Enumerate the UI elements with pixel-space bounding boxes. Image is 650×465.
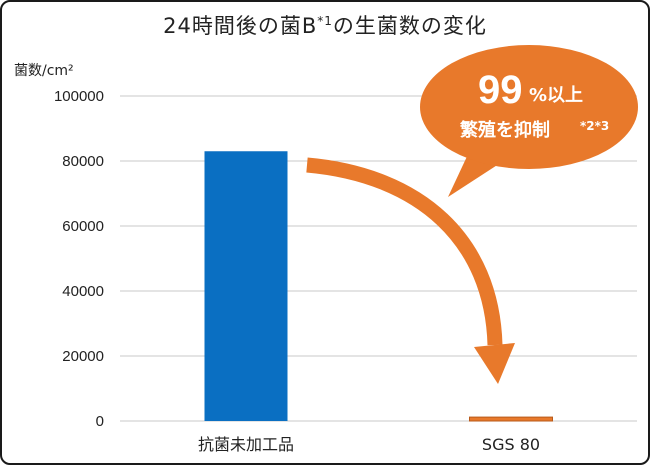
x-category-label: 抗菌未加工品: [198, 435, 294, 454]
y-tick-label: 100000: [54, 88, 104, 105]
arrow-head: [474, 343, 515, 384]
bar-untreated: [204, 151, 288, 421]
callout-percentage-suffix: %以上: [529, 85, 583, 106]
callout-footnote: *2*3: [580, 119, 609, 133]
chart-title: 24時間後の菌B*1の生菌数の変化: [2, 10, 648, 40]
y-axis-ticks: 100000 80000 60000 40000 20000 0: [54, 88, 104, 430]
x-category-label: SGS 80: [482, 435, 540, 454]
callout-line2: 繁殖を抑制: [459, 119, 550, 141]
arrow-shaft: [306, 157, 503, 346]
y-tick-label: 80000: [62, 153, 104, 170]
y-axis-unit-label: 菌数/cm²: [14, 63, 74, 79]
y-tick-label: 0: [96, 413, 104, 430]
callout-bubble: 99 %以上 繁殖を抑制 *2*3: [420, 45, 638, 197]
callout-bubble-body: [420, 45, 638, 169]
chart-title-tail: の生菌数の変化: [332, 14, 487, 38]
x-axis-categories: 抗菌未加工品 SGS 80: [198, 435, 540, 454]
chart-title-main: 24時間後の菌B: [163, 14, 318, 38]
bar-sgs80: [469, 416, 553, 422]
bars: [204, 151, 553, 422]
y-tick-label: 20000: [62, 348, 104, 365]
callout-percentage-number: 99: [478, 68, 523, 112]
chart-title-footnote: *1: [317, 14, 333, 28]
y-tick-label: 40000: [62, 283, 104, 300]
y-tick-label: 60000: [62, 218, 104, 235]
